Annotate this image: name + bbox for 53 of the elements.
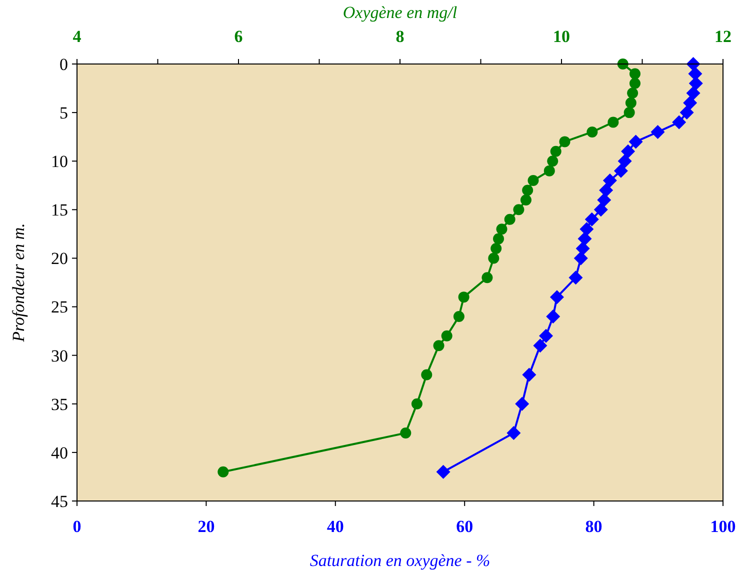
x-axis-title: Saturation en oxygène - % [310, 551, 490, 570]
point [625, 97, 636, 108]
y-tick-label: 0 [60, 54, 68, 74]
point [624, 107, 635, 118]
y-tick-label: 25 [51, 298, 68, 317]
x2-tick-label: 4 [72, 27, 82, 46]
x2-tick-label: 6 [234, 27, 243, 46]
point [496, 224, 508, 235]
point [218, 466, 229, 478]
point [608, 116, 619, 128]
y-tick-label: 30 [51, 346, 68, 366]
y-tick-label: 5 [60, 104, 68, 123]
y-axis-title: Profondeur en m. [9, 223, 28, 343]
point [504, 214, 516, 225]
point [629, 78, 640, 89]
point [520, 194, 532, 206]
point [400, 428, 412, 439]
x-tick-label: 60 [456, 517, 474, 536]
point [547, 156, 558, 167]
point [544, 165, 555, 176]
point [411, 398, 422, 410]
y-tick-label: 35 [51, 394, 68, 414]
y-tick-label: 40 [51, 443, 68, 462]
x2-tick-label: 8 [396, 27, 404, 46]
point [453, 310, 464, 322]
point [488, 252, 500, 264]
x2-tick-label: 12 [714, 27, 732, 46]
point [490, 243, 502, 254]
x-tick-label: 20 [198, 517, 215, 536]
point [522, 184, 534, 196]
x-tick-label: 40 [326, 517, 344, 536]
x-tick-label: 0 [72, 517, 82, 536]
point [458, 292, 470, 303]
point [586, 126, 598, 138]
point [550, 146, 562, 157]
point [433, 340, 444, 352]
y-tick-label: 45 [51, 492, 68, 511]
y-tick-label: 10 [51, 152, 68, 172]
point [629, 68, 640, 80]
point [559, 136, 570, 148]
x-tick-label: 100 [710, 517, 736, 536]
point [441, 330, 452, 342]
x-tick-label: 80 [585, 517, 602, 536]
point [421, 369, 432, 380]
point [493, 233, 504, 244]
point [513, 204, 524, 216]
x2-tick-label: 10 [553, 27, 570, 46]
point [528, 175, 539, 186]
y-tick-label: 15 [51, 200, 68, 220]
point [627, 88, 638, 99]
x2-axis-title: Oxygène en mg/l [342, 3, 458, 22]
y-tick-label: 20 [51, 249, 68, 268]
point [482, 272, 493, 284]
